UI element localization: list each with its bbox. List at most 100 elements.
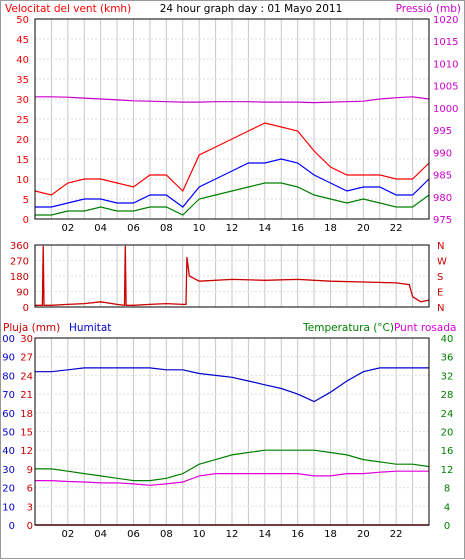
rain-y-tick-label: 12 <box>20 446 33 457</box>
wind-min-series-line <box>35 182 430 216</box>
temperature-series-line <box>35 449 430 482</box>
lower-x-tick-label: 06 <box>127 529 140 540</box>
humidity-y-tick-label: 90 <box>2 353 15 364</box>
wind-x-tick-label: 10 <box>193 223 206 234</box>
pressure-y-tick-label: 1000 <box>433 104 458 115</box>
direction-compass-label: N <box>437 241 444 252</box>
rain-y-tick-label: 9 <box>27 465 33 476</box>
rain-y-tick-label: 6 <box>27 484 33 495</box>
lower-x-tick-label: 10 <box>193 529 206 540</box>
lower-x-tick-label: 14 <box>258 529 271 540</box>
wind-y-tick-label: 35 <box>16 75 29 86</box>
direction-y-tick-label: 180 <box>10 272 29 283</box>
direction-panel-frame <box>34 244 430 308</box>
wind-y-tick-label: 5 <box>23 195 29 206</box>
wind-x-tick-label: 06 <box>127 223 140 234</box>
wind-y-tick-label: 50 <box>16 15 29 26</box>
wind-speed-axis-title: Velocitat del vent (kmh) <box>5 3 131 15</box>
dewpoint-axis-title: Punt rosada <box>394 322 456 334</box>
lower-x-tick-label: 02 <box>61 529 74 540</box>
pressure-y-tick-label: 1020 <box>433 15 458 26</box>
pressure-series-line <box>35 96 430 104</box>
wind-y-tick-label: 15 <box>16 155 29 166</box>
rain-y-tick-label: 24 <box>20 371 33 382</box>
temperature-y-tick-label: 0 <box>444 521 450 532</box>
humidity-y-tick-label: 20 <box>2 484 15 495</box>
wind-x-tick-label: 16 <box>291 223 304 234</box>
direction-compass-label: S <box>437 272 443 283</box>
direction-y-tick-label: 90 <box>16 288 29 299</box>
pressure-y-tick-label: 995 <box>433 126 452 137</box>
humidity-y-tick-label: 70 <box>2 390 15 401</box>
pressure-axis-title: Pressió (mb) <box>396 3 461 15</box>
wind-avg-series-line <box>35 158 430 208</box>
rain-y-tick-label: 18 <box>20 409 33 420</box>
wind-direction-series-line <box>35 245 430 307</box>
page-title: 24 hour graph day : 01 Mayo 2011 <box>160 3 343 15</box>
lower-x-tick-label: 18 <box>324 529 337 540</box>
humidity-y-tick-label: 100 <box>1 334 15 345</box>
wind-y-tick-label: 45 <box>16 35 29 46</box>
wind-x-tick-label: 18 <box>324 223 337 234</box>
wind-x-tick-label: 02 <box>61 223 74 234</box>
temperature-y-tick-label: 20 <box>441 428 454 439</box>
pressure-y-tick-label: 1010 <box>433 59 458 70</box>
wind-y-tick-label: 0 <box>23 215 29 226</box>
humidity-y-tick-label: 40 <box>2 446 15 457</box>
temperature-y-tick-label: 40 <box>441 334 454 345</box>
lower-x-tick-label: 12 <box>226 529 239 540</box>
rain-axis-title: Pluja (mm) <box>3 322 60 334</box>
pressure-y-tick-label: 975 <box>433 215 452 226</box>
temperature-y-tick-label: 32 <box>441 371 454 382</box>
wind-x-tick-label: 08 <box>160 223 173 234</box>
lower-panel-frame <box>34 337 430 526</box>
pressure-y-tick-label: 990 <box>433 148 452 159</box>
lower-x-tick-label: 22 <box>390 529 403 540</box>
pressure-y-tick-label: 1015 <box>433 37 458 48</box>
temperature-axis-title: Temperatura (°C) <box>302 322 394 334</box>
wind-x-tick-label: 20 <box>357 223 370 234</box>
wind-y-tick-label: 30 <box>16 95 29 106</box>
humidity-y-tick-label: 60 <box>2 409 15 420</box>
humidity-y-tick-label: 50 <box>2 428 15 439</box>
direction-y-tick-label: 270 <box>10 257 29 268</box>
temperature-y-tick-label: 24 <box>441 409 454 420</box>
rain-y-tick-label: 15 <box>20 428 33 439</box>
wind-x-tick-label: 04 <box>94 223 107 234</box>
rain-y-tick-label: 27 <box>20 353 33 364</box>
direction-y-tick-label: 360 <box>10 241 29 252</box>
humidity-y-tick-label: 80 <box>2 371 15 382</box>
wind-x-tick-label: 22 <box>390 223 403 234</box>
rain-y-tick-label: 30 <box>20 334 33 345</box>
humidity-axis-title: Humitat <box>69 322 111 334</box>
lower-x-tick-label: 04 <box>94 529 107 540</box>
wind-x-tick-label: 14 <box>258 223 271 234</box>
humidity-y-tick-label: 30 <box>2 465 15 476</box>
wind-gust-series-line <box>34 122 430 196</box>
wind-y-tick-label: 40 <box>16 55 29 66</box>
temperature-y-tick-label: 4 <box>444 502 450 513</box>
pressure-y-tick-label: 980 <box>433 193 452 204</box>
wind-panel-frame <box>34 18 430 220</box>
rain-y-tick-label: 3 <box>27 502 33 513</box>
humidity-series-line <box>35 367 429 403</box>
direction-compass-label: E <box>437 288 443 299</box>
humidity-y-tick-label: 10 <box>2 502 15 513</box>
wind-x-tick-label: 12 <box>226 223 239 234</box>
temperature-y-tick-label: 36 <box>441 353 454 364</box>
lower-x-tick-label: 16 <box>291 529 304 540</box>
pressure-y-tick-label: 985 <box>433 171 452 182</box>
direction-y-tick-label: 0 <box>23 303 29 314</box>
lower-x-tick-label: 08 <box>160 529 173 540</box>
wind-y-tick-label: 10 <box>16 175 29 186</box>
temperature-y-tick-label: 28 <box>441 390 454 401</box>
dewpoint-series-line <box>35 470 429 486</box>
rain-y-tick-label: 21 <box>20 390 33 401</box>
temperature-y-tick-label: 8 <box>444 484 450 495</box>
temperature-y-tick-label: 16 <box>441 446 454 457</box>
wind-y-tick-label: 20 <box>16 135 29 146</box>
lower-x-tick-label: 20 <box>357 529 370 540</box>
pressure-y-tick-label: 1005 <box>433 82 458 93</box>
